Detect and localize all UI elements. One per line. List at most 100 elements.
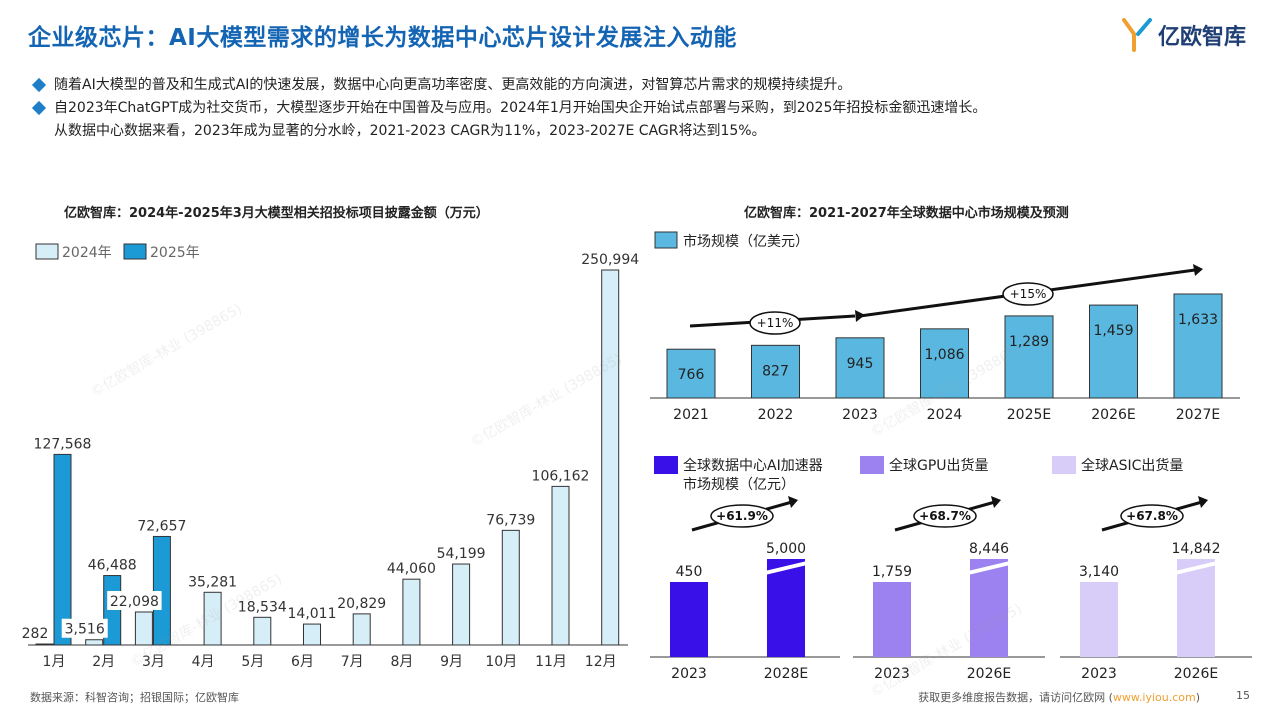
datacenter-market-chart: 市场规模（亿美元） 766 2021 827 2022 945 2023 1,086 2024…	[650, 231, 1240, 423]
bullet-item: 自2023年ChatGPT成为社交货币，大模型逐步开始在中国普及与应用。2024…	[31, 97, 1264, 120]
footer-link[interactable]: www.iyiou.com	[1112, 691, 1196, 704]
x-tick-label: 6月	[291, 654, 314, 670]
legend-swatch-2025	[123, 243, 147, 260]
x-tick-label: 2023	[1081, 666, 1117, 682]
bar-2025	[53, 453, 72, 646]
chip-small-charts: 全球数据中心AI加速器 市场规模（亿元） 全球GPU出货量 全球ASIC出货量 …	[650, 456, 1252, 682]
x-tick-label: 12月	[585, 654, 617, 670]
x-tick-label: 2028E	[764, 666, 808, 682]
legend-label-2024: 2024年	[62, 245, 112, 261]
data-label-2025: 46,488	[88, 558, 137, 574]
bar-2024	[85, 639, 104, 646]
label-bg	[107, 590, 162, 610]
diamond-bullet-icon	[31, 77, 47, 93]
yiou-logo-icon	[1121, 18, 1152, 52]
x-tick-label: 2026E	[1091, 407, 1135, 423]
left-chart-legend: 2024年 2025年	[35, 243, 200, 261]
market-bar	[1173, 293, 1223, 399]
data-label: 1,289	[1009, 334, 1049, 350]
market-bar	[920, 328, 969, 399]
x-tick-label: 2024	[927, 407, 963, 423]
data-label-2024: 18,534	[238, 599, 287, 615]
legend-label-market: 市场规模（亿美元）	[683, 233, 809, 250]
x-tick-label: 2021	[673, 407, 709, 423]
data-label: 1,086	[924, 347, 964, 363]
data-label: 766	[678, 367, 705, 383]
bar-2024	[501, 529, 520, 646]
tender-amount-chart: 2024年 2025年 127,568 282 1月 46,488 3,516 2月 72,…	[20, 243, 639, 670]
bar-2024	[134, 611, 153, 646]
cagr-badge-1	[749, 311, 801, 335]
legend-label-ai-line1: 全球数据中心AI加速器	[683, 457, 823, 474]
market-bar	[835, 337, 885, 399]
axis-break-icon	[1175, 561, 1217, 575]
data-label: 5,000	[766, 541, 806, 557]
axis-break-icon	[968, 561, 1010, 575]
data-label: 827	[762, 363, 789, 379]
bar-2024	[203, 591, 222, 646]
data-label-2024: 106,162	[532, 468, 590, 484]
page-number: 15	[1236, 689, 1250, 702]
bar-2024	[601, 269, 620, 646]
x-tick-label: 2026E	[1174, 666, 1218, 682]
footer-note: 获取更多维度报告数据，请访问亿欧网 (www.iyiou.com)	[918, 689, 1200, 705]
x-tick-label: 2027E	[1176, 407, 1220, 423]
bar-forecast-year	[970, 559, 1008, 657]
x-tick-label: 8月	[390, 654, 413, 670]
data-label-2024: 3,516	[65, 622, 105, 638]
right-chart-title: 亿欧智库：2021-2027年全球数据中心市场规模及预测	[744, 206, 1069, 221]
cagr-badge-2	[1002, 282, 1054, 306]
cagr-label-2: +15%	[1010, 287, 1047, 301]
x-tick-label: 2月	[92, 654, 115, 670]
legend-swatch-gpu	[860, 456, 884, 474]
market-bar	[666, 348, 716, 399]
data-label: 945	[847, 356, 874, 372]
cagr-label: +67.8%	[1126, 509, 1178, 523]
legend-swatch-2024	[35, 243, 59, 260]
label-bg	[61, 618, 108, 638]
data-label: 8,446	[969, 541, 1009, 557]
x-tick-label: 1月	[43, 654, 66, 670]
x-tick-label: 3月	[142, 654, 165, 670]
data-label-2024: 54,199	[437, 546, 486, 562]
arrow-head-icon	[1198, 496, 1208, 508]
data-label-2024: 14,011	[288, 606, 337, 622]
legend-label-ai-line2: 市场规模（亿元）	[683, 476, 795, 493]
cagr-label: +61.9%	[716, 509, 768, 523]
x-tick-label: 5月	[241, 654, 264, 670]
data-label-2024: 282	[22, 626, 49, 642]
bar-2024	[303, 623, 321, 646]
x-tick-label: 7月	[341, 654, 364, 670]
summary-bullets: 随着AI大模型的普及和生成式AI的快速发展，数据中心向更高功率密度、更高效能的方…	[31, 74, 1264, 143]
bullet-text: 随着AI大模型的普及和生成式AI的快速发展，数据中心向更高功率密度、更高效能的方…	[54, 77, 852, 93]
data-label-2025: 72,657	[137, 518, 186, 534]
arrow-head-icon	[1193, 264, 1203, 276]
x-tick-label: 11月	[535, 654, 567, 670]
data-label-2024: 44,060	[387, 561, 436, 577]
x-tick-label: 9月	[440, 654, 463, 670]
legend-swatch-market	[654, 231, 678, 249]
bar-2024	[452, 563, 471, 646]
legend-swatch-asic	[1052, 456, 1076, 474]
page-title: 企业级芯片：AI大模型需求的增长为数据中心芯片设计发展注入动能	[28, 25, 737, 51]
left-chart-title: 亿欧智库：2024年-2025年3月大模型相关招投标项目披露金额（万元）	[64, 206, 489, 221]
data-source: 数据来源：科智咨询；招银国际；亿欧智库	[30, 691, 239, 704]
legend-label-asic: 全球ASIC出货量	[1081, 457, 1183, 474]
footer-text: 获取更多维度报告数据，请访问亿欧网 (	[918, 691, 1113, 704]
data-label: 450	[676, 564, 703, 580]
data-label: 1,759	[872, 564, 912, 580]
data-label: 1,459	[1093, 323, 1133, 339]
data-label: 1,633	[1178, 312, 1218, 328]
x-tick-label: 2023	[842, 407, 878, 423]
data-label-2024: 250,994	[581, 252, 639, 268]
axis-break-icon	[765, 561, 807, 575]
x-tick-label: 10月	[485, 654, 517, 670]
diamond-bullet-icon	[31, 100, 47, 116]
bar-base-year	[670, 582, 708, 657]
data-label: 14,842	[1172, 541, 1221, 557]
x-tick-label: 2025E	[1007, 407, 1051, 423]
bar-2024	[253, 616, 272, 646]
cagr-badge	[1120, 504, 1184, 528]
bar-forecast-year	[767, 559, 805, 657]
legend-swatch-ai	[654, 456, 678, 474]
